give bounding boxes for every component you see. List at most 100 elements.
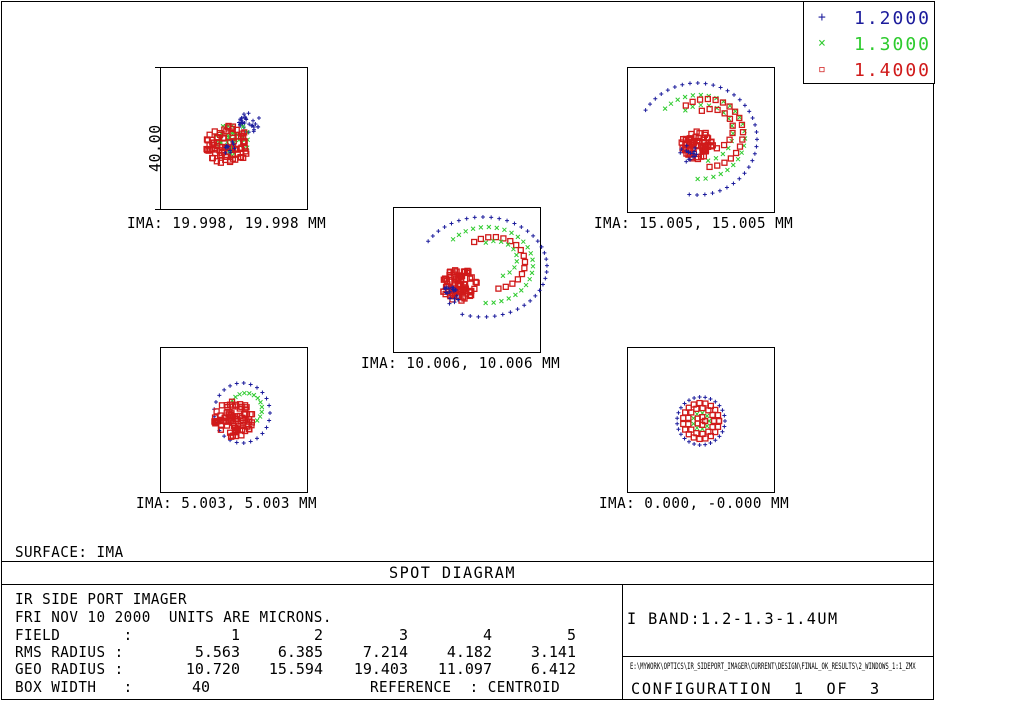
ray-marker [694, 425, 700, 431]
ray-marker [248, 382, 253, 387]
ray-marker [491, 238, 496, 244]
ray-marker [713, 155, 719, 161]
ray-marker [259, 409, 265, 415]
ray-marker [718, 171, 724, 177]
ray-marker [226, 408, 233, 416]
ray-marker [742, 171, 747, 176]
ray-marker [705, 407, 712, 414]
ray-marker [492, 233, 500, 241]
ray-marker [515, 234, 521, 240]
ray-marker [697, 395, 702, 400]
ray-marker [717, 434, 722, 439]
ray-marker [238, 123, 243, 128]
ray-marker [742, 103, 747, 108]
ray-marker [721, 159, 728, 166]
ray-marker [240, 134, 247, 141]
ray-marker [442, 224, 447, 229]
field-number: 5 [566, 626, 576, 644]
ray-marker [500, 273, 506, 279]
ray-marker [698, 107, 705, 114]
ray-marker [682, 108, 688, 113]
ray-marker [505, 218, 510, 223]
ray-marker [463, 288, 470, 295]
ray-marker [241, 381, 246, 386]
ray-marker [251, 392, 257, 398]
diagram-title: SPOT DIAGRAM [389, 563, 516, 582]
ray-marker [659, 92, 664, 97]
divider [622, 656, 934, 657]
ray-marker [518, 270, 526, 278]
ray-marker [473, 279, 480, 286]
ray-marker [240, 124, 246, 129]
file-path: E:\MYWORK\OPTICS\IR_SIDEPORT_IMAGER\CURR… [630, 662, 916, 672]
ray-marker [704, 413, 710, 419]
plot-frame [1, 1, 934, 700]
ray-marker [731, 108, 739, 115]
ray-marker [736, 114, 743, 122]
ray-marker [246, 416, 253, 423]
ray-marker [528, 250, 534, 256]
ray-marker [512, 265, 517, 270]
ray-marker [732, 92, 737, 97]
ray-marker [750, 115, 755, 120]
ray-marker [698, 92, 704, 98]
ray-marker [736, 143, 744, 150]
ray-marker [214, 134, 221, 141]
ray-marker [489, 215, 494, 220]
legend-entry: ▫ 1.4000 [804, 60, 934, 82]
ray-marker [535, 239, 540, 244]
ray-marker [720, 408, 725, 413]
ray-marker [256, 124, 261, 129]
ray-marker [714, 106, 721, 114]
wavelength-legend: + 1.2000 × 1.3000 ▫ 1.4000 [803, 1, 935, 84]
ray-marker [223, 150, 228, 155]
spot-pattern-field-4 [211, 381, 272, 445]
ray-marker [259, 404, 265, 410]
field-number: 1 [230, 626, 240, 644]
ray-marker [681, 147, 689, 154]
ray-marker [521, 258, 529, 266]
ray-marker [522, 303, 527, 308]
scale-tick-bottom [155, 209, 161, 210]
ray-marker [236, 401, 244, 408]
field-number: 3 [398, 626, 408, 644]
ray-marker [529, 270, 535, 276]
ray-marker [695, 193, 700, 197]
ray-marker [225, 122, 232, 130]
ray-marker [222, 434, 227, 439]
ray-marker [702, 147, 710, 154]
ray-marker [697, 442, 702, 447]
ray-marker [239, 118, 244, 123]
ray-marker [228, 150, 233, 155]
ray-marker [685, 420, 692, 428]
ray-marker [241, 112, 246, 117]
ray-marker [682, 436, 687, 441]
ray-marker [234, 381, 239, 386]
ray-marker [735, 156, 741, 162]
field-label: IMA: 5.003, 5.003 MM [136, 494, 318, 512]
ray-marker [747, 109, 752, 114]
ray-marker [754, 130, 759, 135]
ray-marker [686, 149, 691, 154]
ray-marker [689, 98, 696, 105]
ray-marker [715, 417, 723, 425]
ray-marker [701, 417, 709, 425]
ray-marker [472, 215, 477, 220]
ray-marker [252, 127, 257, 132]
ray-marker [530, 257, 535, 263]
ray-marker [696, 435, 703, 443]
ray-marker [725, 167, 730, 173]
spot-box-field-5 [627, 347, 775, 493]
ray-marker [706, 105, 713, 113]
ray-marker [706, 163, 713, 171]
band-label: I BAND:1.2-1.3-1.4UM [627, 609, 839, 628]
ray-marker [212, 420, 219, 427]
surface-label: SURFACE: IMA [15, 543, 124, 561]
ray-marker [525, 244, 531, 250]
ray-marker [242, 406, 249, 413]
ray-marker [694, 152, 699, 157]
ray-marker [695, 143, 702, 150]
ray-marker [680, 82, 685, 87]
ray-marker [517, 246, 524, 254]
ray-marker [711, 174, 716, 180]
